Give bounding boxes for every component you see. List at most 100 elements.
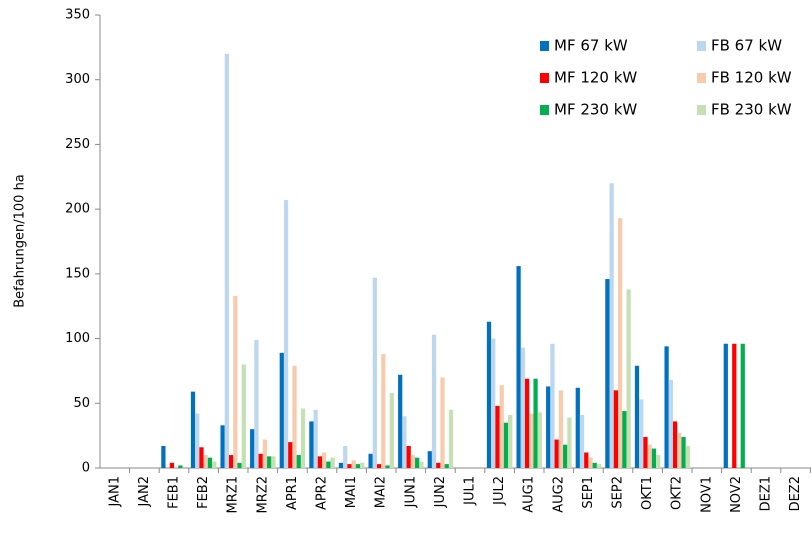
bar (546, 386, 551, 468)
bar (723, 343, 728, 468)
bar (499, 385, 504, 468)
bar (267, 456, 272, 468)
bar (592, 462, 597, 468)
bar (643, 436, 648, 468)
legend-label: FB 230 kW (711, 101, 792, 119)
bar (178, 465, 183, 468)
y-tick-label: 350 (65, 8, 90, 23)
bar (647, 444, 652, 468)
bar (385, 465, 390, 468)
legend-label: FB 67 kW (711, 37, 782, 55)
bar (681, 436, 686, 468)
bar (668, 379, 673, 468)
bar (398, 374, 403, 468)
bar (529, 413, 534, 468)
bar (491, 338, 496, 468)
x-tick-label: MAI1 (344, 476, 359, 508)
x-tick-label: OKT2 (670, 476, 685, 510)
bar (338, 462, 344, 468)
bar (639, 399, 644, 468)
bar (288, 442, 293, 468)
bar (605, 279, 610, 468)
y-tick-label: 200 (65, 202, 90, 217)
y-tick-label: 250 (65, 137, 90, 152)
bar (596, 464, 602, 468)
bar (322, 452, 327, 468)
bar (207, 457, 213, 468)
bar (651, 448, 657, 468)
x-tick-label: JUN1 (403, 476, 418, 508)
y-tick-label: 150 (65, 266, 90, 281)
bar (233, 295, 238, 468)
bar (174, 466, 179, 468)
bar (656, 455, 661, 468)
legend-swatch (540, 73, 549, 83)
x-tick-label: JAN2 (137, 476, 152, 508)
bar (520, 347, 525, 468)
bar (190, 391, 196, 468)
bar (685, 445, 690, 468)
bar (372, 277, 377, 468)
legend-label: MF 67 kW (554, 37, 628, 55)
bar (389, 392, 394, 468)
bar (271, 456, 276, 468)
bar (199, 447, 204, 468)
x-tick-label: FEB1 (167, 476, 182, 509)
x-tick-label: JUL1 (463, 476, 478, 506)
x-tick-label: DEZ1 (759, 476, 774, 511)
bar (317, 456, 322, 468)
bar (237, 462, 242, 468)
bar (279, 352, 284, 468)
bar (444, 464, 449, 468)
x-tick-label: JAN1 (107, 476, 122, 508)
bar (622, 411, 627, 468)
bar (567, 417, 572, 468)
bar (626, 289, 631, 468)
bar (575, 387, 580, 468)
bar (613, 390, 618, 468)
bar (664, 346, 669, 468)
x-tick-label: AUG2 (551, 476, 566, 513)
x-tick-label: SEP1 (581, 476, 596, 509)
bar (431, 334, 437, 468)
legend-label: MF 230 kW (554, 101, 637, 119)
bar (524, 378, 530, 468)
bar (415, 457, 420, 468)
bar (516, 266, 521, 468)
x-tick-label: FEB2 (196, 476, 211, 509)
legend-label: MF 120 kW (554, 69, 637, 87)
bar (300, 408, 306, 468)
bar (258, 453, 263, 468)
x-tick-label: NOV1 (699, 476, 714, 513)
legend-swatch (540, 105, 549, 115)
bar (330, 457, 335, 468)
bar (508, 414, 513, 468)
legend-swatch (697, 73, 706, 83)
bar (212, 461, 217, 468)
bar (618, 218, 623, 468)
bar (360, 462, 365, 468)
bar (250, 429, 255, 468)
bar (355, 464, 361, 468)
bar (579, 414, 585, 468)
bar (440, 377, 445, 468)
bar (495, 405, 500, 468)
bar (584, 452, 589, 468)
bar (732, 343, 737, 468)
bar (313, 409, 318, 468)
bar (381, 354, 386, 468)
x-tick-label: SEP2 (611, 476, 626, 509)
x-tick-label: MRZ1 (226, 476, 241, 513)
x-tick-label: JUN2 (433, 476, 448, 508)
bar (195, 413, 200, 468)
bar (554, 439, 559, 468)
bar (558, 390, 564, 468)
bar (326, 461, 331, 468)
x-tick-label: MRZ2 (255, 476, 270, 513)
bar (161, 445, 166, 468)
y-tick-label: 300 (65, 72, 90, 87)
bar (486, 321, 492, 468)
bar (677, 433, 682, 468)
bar (376, 464, 382, 468)
